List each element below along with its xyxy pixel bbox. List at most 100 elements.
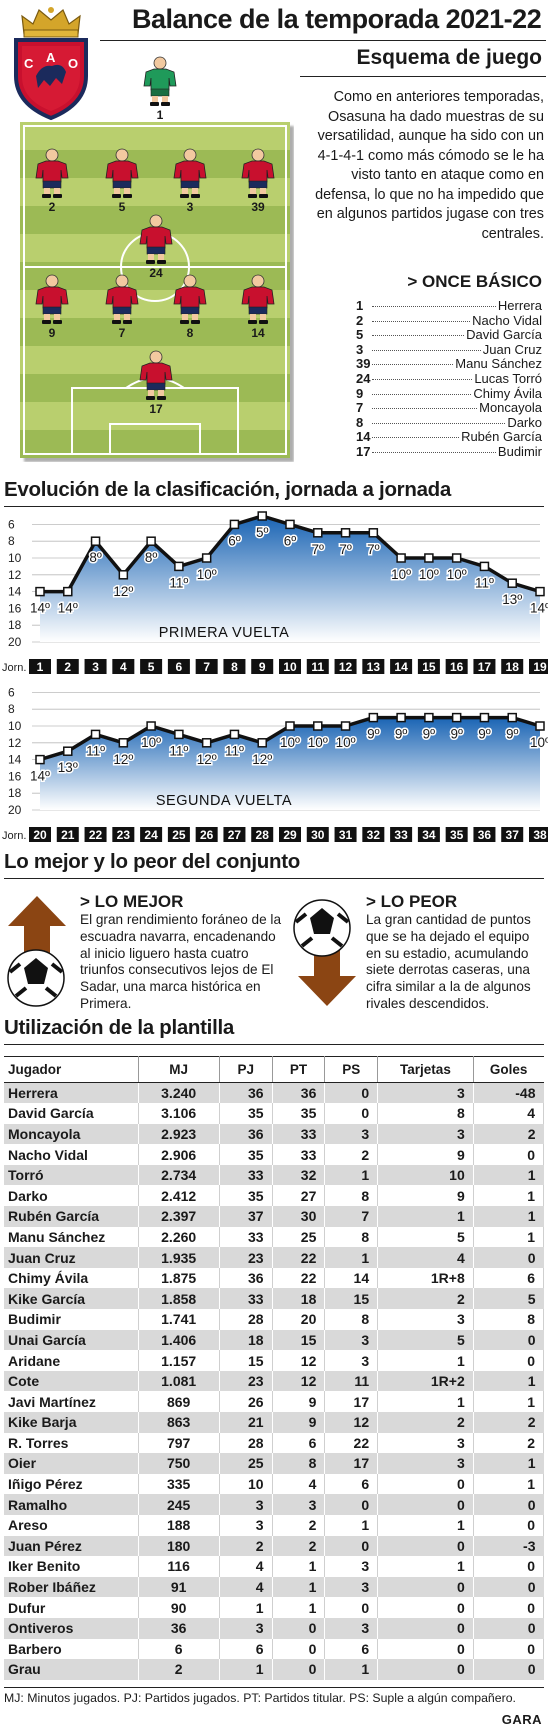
jornada-tick-box (529, 659, 548, 674)
best-heading: > LO MEJOR (80, 892, 184, 911)
jornada-tick-box (529, 827, 548, 842)
table-cell: Juan Pérez (4, 1535, 139, 1557)
table-row: Juan Pérez 180 2 2 0 0 -3 (4, 1535, 544, 1557)
jornada-tick-box (195, 827, 218, 842)
data-point (424, 712, 434, 723)
table-cell: 4 (219, 1556, 273, 1577)
data-label: 7º (339, 542, 352, 557)
table-cell: 0 (473, 1350, 545, 1371)
once-row: 24 Lucas Torró (356, 371, 542, 386)
once-number: 1 (356, 298, 364, 313)
table-cell: 2 (219, 1535, 273, 1557)
data-point (63, 586, 73, 597)
jornada-tick-box (29, 827, 51, 842)
data-point (535, 721, 545, 731)
table-cell: 0 (473, 1638, 545, 1660)
data-point (396, 553, 406, 563)
best-text: El gran rendimiento foráneo de la escuad… (80, 912, 282, 1011)
jornada-tick-box (140, 827, 163, 842)
jornada-tick-label: 16 (450, 660, 464, 674)
data-label: 12º (197, 752, 217, 767)
jornada-tick-box (195, 659, 218, 674)
table-cell: 9 (377, 1144, 474, 1165)
table-cell: 17 (324, 1391, 379, 1412)
table-row: David García 3.106 35 35 0 8 4 (4, 1103, 545, 1124)
table-cell: 0 (473, 1144, 545, 1165)
once-leader-dots (372, 378, 473, 380)
once-row: 1 Herrera (356, 298, 542, 313)
table-cell: 10 (377, 1164, 474, 1186)
player-number: 9 (48, 326, 56, 340)
table-cell: 17 (324, 1453, 379, 1474)
data-point (507, 712, 517, 723)
data-label: 13º (502, 592, 522, 607)
table-cell: 0 (324, 1103, 379, 1124)
once-leader-dots (372, 408, 478, 410)
once-name: Manu Sánchez (455, 356, 542, 372)
svg-text:A: A (46, 50, 56, 65)
player-figure-icon (139, 350, 173, 400)
jornada-tick-box (445, 827, 468, 842)
table-cell: 1 (324, 1514, 379, 1536)
table-cell: 0 (324, 1597, 379, 1618)
y-tick-label: 14 (8, 753, 22, 767)
table-cell: 37 (219, 1206, 273, 1227)
table-cell: 3 (377, 1309, 474, 1330)
jornada-axis-label: Jorn. (2, 662, 26, 674)
jornada-tick-box (473, 659, 496, 674)
player-figure-icon (139, 214, 173, 264)
table-cell: Ontiveros (4, 1617, 139, 1639)
y-tick-label: 16 (8, 601, 22, 615)
jornada-tick-box (390, 827, 413, 842)
column-header: PT (272, 1056, 326, 1083)
data-label: 6º (228, 533, 241, 548)
table-cell: 18 (272, 1288, 326, 1310)
jornada-tick-label: 23 (117, 828, 131, 842)
table-cell: 3 (377, 1123, 474, 1145)
jornada-tick-box (84, 827, 107, 842)
once-number: 5 (356, 327, 364, 343)
once-number: 2 (356, 312, 364, 328)
jornada-tick-label: 9 (259, 660, 266, 674)
jornada-tick-label: 2 (64, 660, 71, 674)
table-cell: 3.106 (138, 1103, 220, 1124)
player-number: 2 (48, 200, 56, 214)
table-cell: 0 (324, 1535, 379, 1557)
jornada-tick-label: 4 (120, 660, 127, 674)
table-cell: 6 (138, 1638, 220, 1660)
table-cell: Chimy Ávila (4, 1267, 139, 1289)
table-cell: 0 (377, 1494, 474, 1515)
data-label: 9º (367, 727, 380, 742)
table-cell: 0 (272, 1659, 326, 1680)
table-cell: 0 (377, 1638, 474, 1660)
data-point (229, 519, 240, 530)
jornada-tick-box (334, 827, 357, 842)
table-cell: 3 (324, 1576, 379, 1598)
jornada-tick-box (29, 659, 51, 674)
data-label: 14º (58, 601, 78, 616)
table-row: Unai García 1.406 18 15 3 5 0 (4, 1329, 544, 1351)
jornada-tick-label: 22 (89, 828, 103, 842)
table-cell: 7 (324, 1206, 379, 1227)
table-cell: 335 (138, 1473, 220, 1495)
table-cell: Herrera (4, 1082, 139, 1104)
table-cell: 188 (138, 1514, 220, 1536)
table-cell: 8 (473, 1309, 545, 1330)
once-basico-title: > ONCE BÁSICO (407, 272, 542, 291)
table-row: Rober Ibáñez 91 4 1 3 0 0 (4, 1576, 544, 1598)
once-number: 9 (356, 385, 364, 401)
once-name: Budimir (497, 443, 542, 459)
data-label: 9º (478, 727, 491, 742)
data-label: 10º (530, 735, 548, 750)
data-label: 10º (197, 567, 217, 582)
once-leader-dots (372, 335, 465, 337)
player-6 (100, 274, 144, 332)
table-row: Kike García 1.858 33 18 15 2 5 (4, 1288, 544, 1310)
table-cell: 28 (219, 1432, 273, 1454)
data-label: 13º (58, 760, 78, 775)
svg-text:O: O (68, 56, 78, 71)
once-row: 5 David García (356, 327, 542, 342)
table-cell: 23 (219, 1370, 273, 1392)
data-label: 9º (506, 727, 519, 742)
